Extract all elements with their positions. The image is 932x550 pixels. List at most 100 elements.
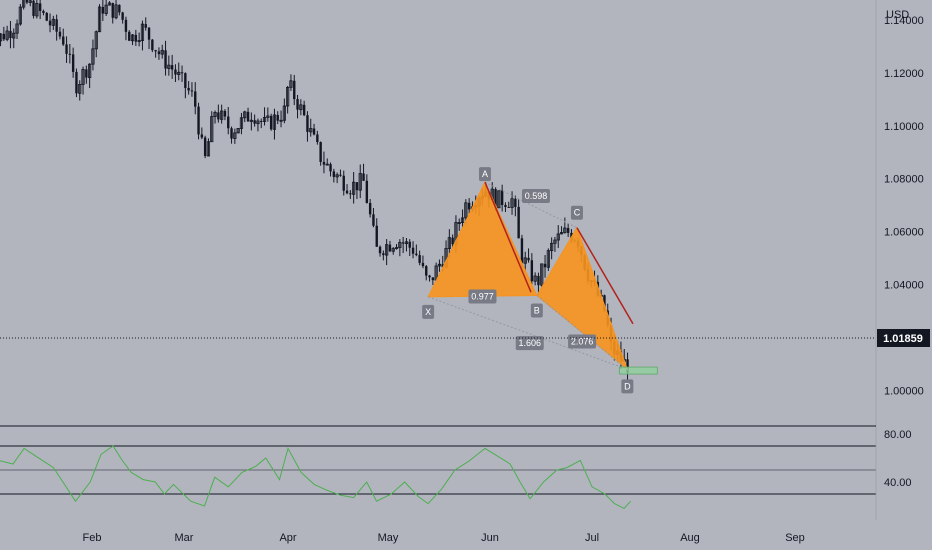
candle xyxy=(342,170,345,196)
candle xyxy=(543,255,547,278)
candle xyxy=(332,168,336,183)
candle xyxy=(460,209,465,229)
candle xyxy=(164,40,167,76)
candle xyxy=(262,107,267,126)
y-tick-label: 1.08000 xyxy=(884,174,924,186)
y-tick-label: 1.06000 xyxy=(884,227,924,239)
ratio-xb-label: 0.977 xyxy=(468,289,497,304)
candle xyxy=(114,0,118,20)
rsi-tick-label: 40.00 xyxy=(884,477,912,489)
candle xyxy=(170,54,174,79)
candle xyxy=(563,217,567,234)
ratio-xd-label: 1.606 xyxy=(515,336,544,351)
x-tick-label: Feb xyxy=(83,532,102,544)
x-tick-label: May xyxy=(378,532,399,544)
candle xyxy=(345,184,349,195)
candle xyxy=(428,274,431,282)
ac-connector xyxy=(484,181,578,229)
candle xyxy=(253,114,256,127)
candle xyxy=(404,237,409,252)
candle xyxy=(68,44,72,64)
candle xyxy=(78,80,82,101)
last-price-value: 1.01859 xyxy=(883,333,923,345)
candle xyxy=(378,245,382,257)
candle xyxy=(394,244,399,250)
candle xyxy=(329,162,332,177)
x-tick-label: Jul xyxy=(585,532,599,544)
candle xyxy=(289,74,293,91)
candle xyxy=(556,225,560,248)
candle xyxy=(411,241,415,259)
rsi-line xyxy=(0,445,631,510)
x-tick-label: Aug xyxy=(680,532,700,544)
candle xyxy=(97,4,102,33)
candle xyxy=(517,199,520,239)
candle xyxy=(553,236,557,252)
ratio-bd-label-text: 2.076 xyxy=(571,336,594,346)
x-tick-label: Apr xyxy=(279,532,296,544)
candle xyxy=(137,32,141,47)
currency-label: USD xyxy=(886,9,909,21)
bcd-triangle[interactable] xyxy=(536,226,629,371)
candle xyxy=(51,15,55,30)
candle xyxy=(38,0,42,20)
candle xyxy=(530,253,534,285)
candle xyxy=(25,0,29,5)
candle xyxy=(527,248,530,263)
ratio-bd-label: 2.076 xyxy=(568,334,597,349)
candle xyxy=(349,190,352,199)
candle xyxy=(451,234,454,249)
candle xyxy=(249,112,253,131)
candle xyxy=(507,201,510,208)
candle xyxy=(537,272,540,295)
candle xyxy=(121,11,124,24)
point-d-label: D xyxy=(621,379,634,394)
candle xyxy=(130,34,135,46)
candle xyxy=(514,195,517,217)
candle xyxy=(28,0,32,7)
candle xyxy=(504,202,507,213)
candle xyxy=(339,169,342,177)
trendlines[interactable] xyxy=(484,181,634,325)
candle xyxy=(352,171,356,204)
candle xyxy=(62,28,65,46)
candle xyxy=(160,44,164,59)
candle xyxy=(256,118,260,132)
candle xyxy=(85,65,88,84)
candle xyxy=(42,9,45,16)
candle xyxy=(282,98,286,124)
candle xyxy=(365,174,369,204)
bd-connector xyxy=(536,295,628,370)
candle xyxy=(71,47,75,78)
candle xyxy=(58,27,62,40)
candle xyxy=(408,239,411,256)
candle xyxy=(220,104,224,124)
point-b-label-text: B xyxy=(534,306,540,316)
candle xyxy=(312,123,316,136)
candle xyxy=(134,29,138,46)
candle xyxy=(421,255,425,269)
candle xyxy=(35,0,39,19)
candle xyxy=(388,240,392,253)
trendline-2[interactable] xyxy=(576,227,634,325)
candle xyxy=(55,14,58,41)
target-zone[interactable] xyxy=(618,366,658,375)
candle xyxy=(550,237,554,260)
candle xyxy=(177,62,181,81)
y-tick-label: 1.12000 xyxy=(884,68,924,80)
candle xyxy=(147,26,151,50)
candle xyxy=(533,272,537,286)
point-x-label-text: X xyxy=(425,307,431,317)
candle xyxy=(276,111,279,125)
candle xyxy=(151,38,154,53)
candle xyxy=(2,26,6,42)
candle xyxy=(309,118,313,137)
trendline-1[interactable] xyxy=(484,181,532,293)
candle xyxy=(48,13,52,33)
candle xyxy=(500,184,504,212)
candle xyxy=(325,158,329,166)
point-a-label: A xyxy=(478,167,491,182)
point-c-label-text: C xyxy=(574,208,581,218)
candle xyxy=(15,19,19,39)
